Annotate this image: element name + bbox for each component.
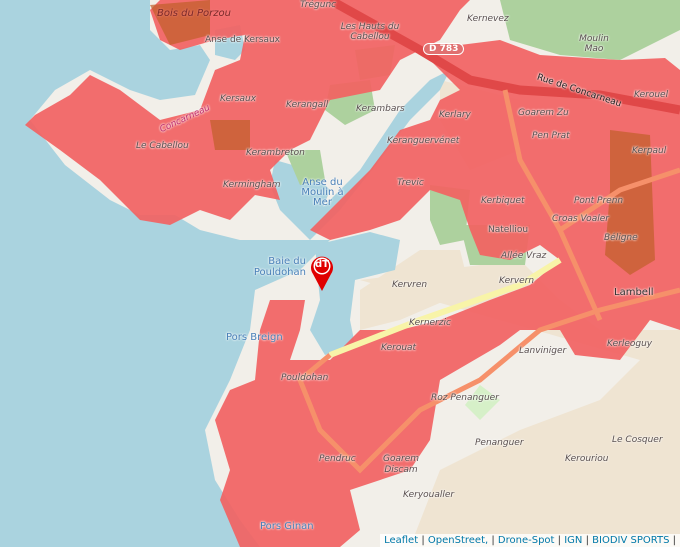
attribution-ign-link[interactable]: IGN [564, 535, 583, 546]
label-roz-penanguer: Roz Penanguer [431, 393, 499, 403]
label-anse-du-moulin: Anse du Moulin à Mer [301, 177, 344, 208]
urban-overlay [25, 0, 680, 547]
label-baie-pouldohan: Baie du Pouldohan [253, 256, 306, 278]
label-penanguer: Penanguer [475, 438, 524, 448]
label-kerambars: Kerambars [356, 104, 405, 114]
farmland [360, 250, 470, 330]
label-allee-vraz: Allée Vraz [501, 251, 547, 261]
label-goarem-zu: Goarem Zu [518, 108, 569, 118]
label-kernerzic: Kernerzic [409, 318, 451, 328]
road-rue-de-concarneau [327, 0, 680, 115]
road-secondary [558, 167, 680, 233]
label-trevic: Trevic [397, 178, 424, 188]
drone-spot-marker-icon[interactable]: dT [309, 254, 335, 292]
label-pouldohan: Pouldohan [281, 373, 329, 383]
label-croas-voaler: Croas Voaler [552, 214, 609, 224]
marker-text: dT [315, 259, 329, 270]
road-secondary [297, 287, 680, 474]
separator: | [672, 535, 676, 546]
separator: | [491, 535, 495, 546]
attribution-osm-link[interactable]: OpenStreet, [427, 535, 489, 546]
label-beligne: Béligne [604, 233, 638, 243]
forest [285, 150, 325, 185]
attribution: Leaflet | OpenStreet, | Drone-Spot | IGN… [380, 534, 680, 547]
road-secondary [502, 89, 603, 322]
label-bois-du-porzou: Bois du Porzou [157, 8, 231, 19]
label-anse-de-kersaux: Anse de Kersaux [205, 35, 280, 45]
attribution-drone-spot-link[interactable]: Drone-Spot [497, 535, 555, 546]
label-kerangall: Kerangall [286, 100, 329, 110]
estuary [300, 70, 450, 240]
label-pors-breign: Pors Breign [226, 332, 283, 343]
label-kerleoguy: Kerleoguy [607, 339, 653, 349]
label-keranguervenet: Keranguervénet [387, 136, 460, 146]
label-kermingham: Kermingham [223, 180, 281, 190]
label-kerouriou: Kerouriou [565, 454, 609, 464]
forest [500, 0, 680, 60]
label-goarem-discam: Goarem Discam [383, 454, 419, 475]
label-kerambreton: Kerambreton [246, 148, 305, 158]
label-pont-prenn: Pont Prenn [574, 196, 624, 206]
label-pen-prat: Pen Prat [532, 131, 570, 141]
road-shield-d783: D 783 [423, 43, 465, 55]
label-le-cabellou: Le Cabellou [136, 141, 189, 151]
separator: | [557, 535, 562, 546]
label-kervern: Kervern [499, 276, 535, 286]
label-pendruc: Pendruc [319, 454, 356, 464]
woodland-urban [150, 0, 655, 275]
separator: | [585, 535, 589, 546]
label-les-hauts: Les Hauts du Cabellou [340, 22, 400, 42]
attribution-biodiv-link[interactable]: BIODIV SPORTS [592, 535, 670, 546]
baie-pouldohan-water [310, 232, 400, 355]
label-lanviniger: Lanviniger [519, 346, 567, 356]
label-natelliou: Natelliou [488, 225, 529, 235]
label-kervren: Kervren [392, 280, 428, 290]
label-kersaux: Kersaux [220, 94, 257, 104]
label-moulin-mao: Moulin Mao [579, 34, 609, 54]
label-keryoualler: Keryoualler [403, 490, 455, 500]
label-kernevez: Kernevez [467, 14, 509, 24]
label-kerbiquet: Kerbiquet [481, 196, 525, 206]
label-le-cosquer: Le Cosquer [612, 435, 663, 445]
separator: | [421, 535, 425, 546]
road-tertiary [328, 257, 562, 358]
label-tregunc: Trégunc [300, 0, 337, 10]
label-kerouat: Kerouat [381, 343, 417, 353]
label-kerpaul: Kerpaul [632, 146, 667, 156]
label-lambell: Lambell [614, 287, 654, 298]
label-pors-ginan: Pors Ginan [260, 521, 314, 532]
label-kerlary: Kerlary [439, 110, 471, 120]
park [465, 385, 500, 420]
attribution-leaflet-link[interactable]: Leaflet [384, 535, 419, 546]
label-kerouel: Kerouel [634, 90, 669, 100]
